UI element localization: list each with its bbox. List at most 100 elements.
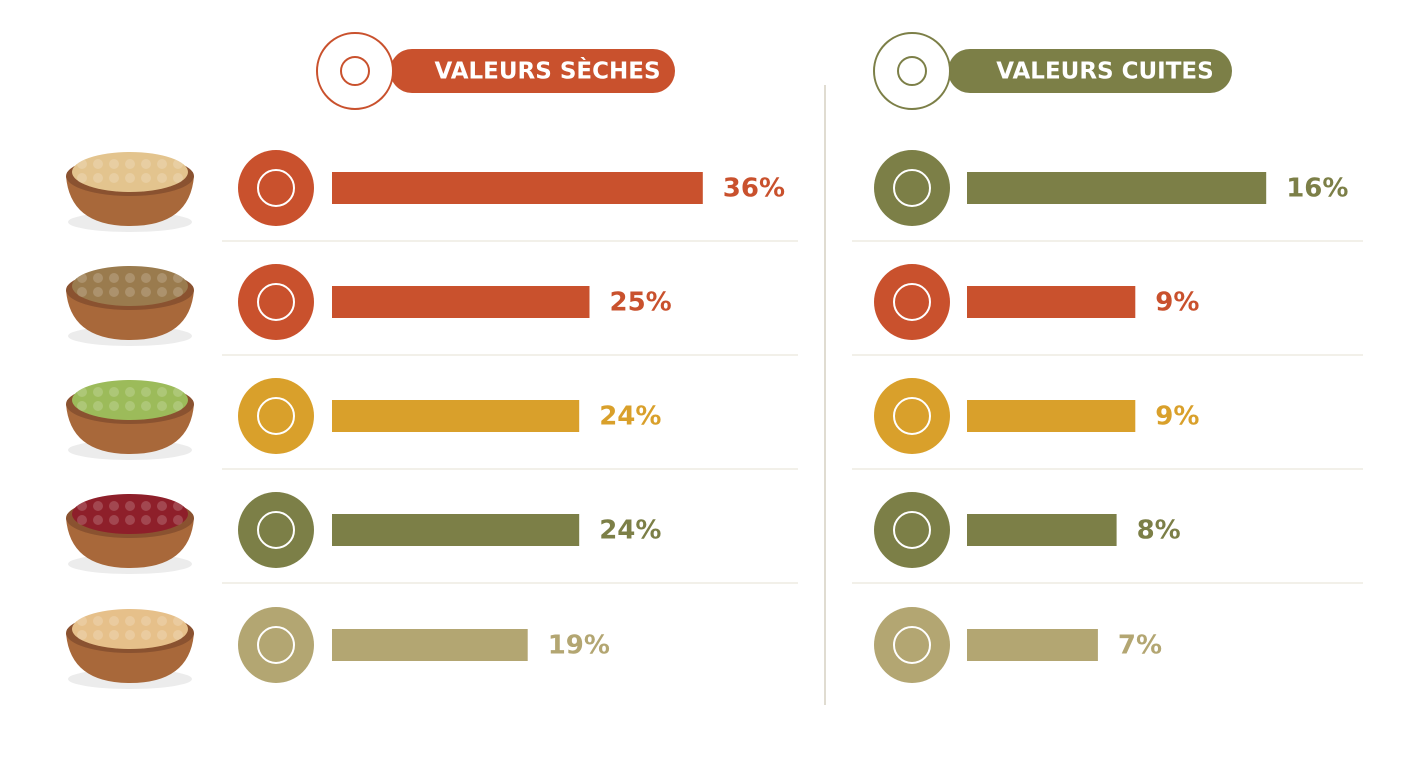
row-icon-glyph [893, 626, 931, 664]
bean [157, 159, 167, 169]
bean [141, 387, 151, 397]
bean [109, 159, 119, 169]
bowl-content [72, 266, 188, 306]
row-icon [874, 492, 950, 568]
bowl-content [72, 494, 188, 534]
bean [125, 159, 135, 169]
row-icon-glyph [257, 626, 295, 664]
bean [109, 287, 119, 297]
bean [141, 630, 151, 640]
bean [109, 515, 119, 525]
bar [967, 172, 1267, 204]
value-label: 8% [1137, 516, 1181, 546]
bowl-content [72, 380, 188, 420]
bean [157, 630, 167, 640]
bean [77, 287, 87, 297]
bean [125, 173, 135, 183]
bean [157, 387, 167, 397]
bean [125, 287, 135, 297]
bean [141, 173, 151, 183]
bean [173, 401, 183, 411]
header-icon [873, 32, 951, 110]
row-icon-glyph [893, 397, 931, 435]
row-icon-glyph [893, 511, 931, 549]
bean [93, 401, 103, 411]
bean [173, 515, 183, 525]
row-icon [874, 150, 950, 226]
bean [173, 159, 183, 169]
bean [93, 273, 103, 283]
bar [332, 514, 580, 546]
row-icon-glyph [893, 283, 931, 321]
bean [141, 616, 151, 626]
bean [77, 616, 87, 626]
row-icon [238, 492, 314, 568]
bean [141, 501, 151, 511]
bean [173, 287, 183, 297]
bean [125, 515, 135, 525]
bean [141, 159, 151, 169]
bean [77, 387, 87, 397]
value-label: 7% [1118, 631, 1162, 661]
bean [109, 273, 119, 283]
bean [173, 616, 183, 626]
bean [157, 401, 167, 411]
bean [77, 401, 87, 411]
bean [109, 501, 119, 511]
bean [141, 515, 151, 525]
bean [173, 630, 183, 640]
bean [141, 273, 151, 283]
bean [109, 173, 119, 183]
value-label: 19% [548, 631, 610, 661]
row-icon [238, 150, 314, 226]
bean [93, 173, 103, 183]
bean [109, 401, 119, 411]
row-icon [238, 607, 314, 683]
bean [77, 173, 87, 183]
bowl-content [72, 152, 188, 192]
bean [109, 630, 119, 640]
bean [77, 515, 87, 525]
value-label: 36% [723, 174, 785, 204]
header-icon-glyph [340, 56, 370, 86]
header-icon [316, 32, 394, 110]
bean [125, 387, 135, 397]
header-title: VALEURS CUITES [996, 59, 1213, 85]
bowl-content [72, 609, 188, 649]
bar [967, 629, 1098, 661]
row-icon [238, 264, 314, 340]
bean [109, 387, 119, 397]
row-icon-glyph [893, 169, 931, 207]
bar [332, 400, 580, 432]
row-icon-glyph [257, 511, 295, 549]
bean [93, 159, 103, 169]
value-label: 9% [1155, 288, 1199, 318]
bar [967, 286, 1136, 318]
value-label: 16% [1286, 174, 1348, 204]
bean [93, 515, 103, 525]
bar [967, 400, 1136, 432]
bean [93, 630, 103, 640]
bar [332, 629, 528, 661]
header-pill [390, 49, 675, 93]
header-title: VALEURS SÈCHES [434, 57, 660, 85]
bean [157, 616, 167, 626]
bean [125, 401, 135, 411]
bean [93, 501, 103, 511]
value-label: 24% [599, 516, 661, 546]
bean [141, 401, 151, 411]
bean [157, 273, 167, 283]
bean [173, 273, 183, 283]
bean [157, 515, 167, 525]
bean [157, 173, 167, 183]
bean [93, 616, 103, 626]
bean [141, 287, 151, 297]
bean [157, 287, 167, 297]
row-icon [874, 378, 950, 454]
bean [173, 387, 183, 397]
bean [173, 501, 183, 511]
bean [125, 273, 135, 283]
bean [77, 273, 87, 283]
bean [77, 159, 87, 169]
